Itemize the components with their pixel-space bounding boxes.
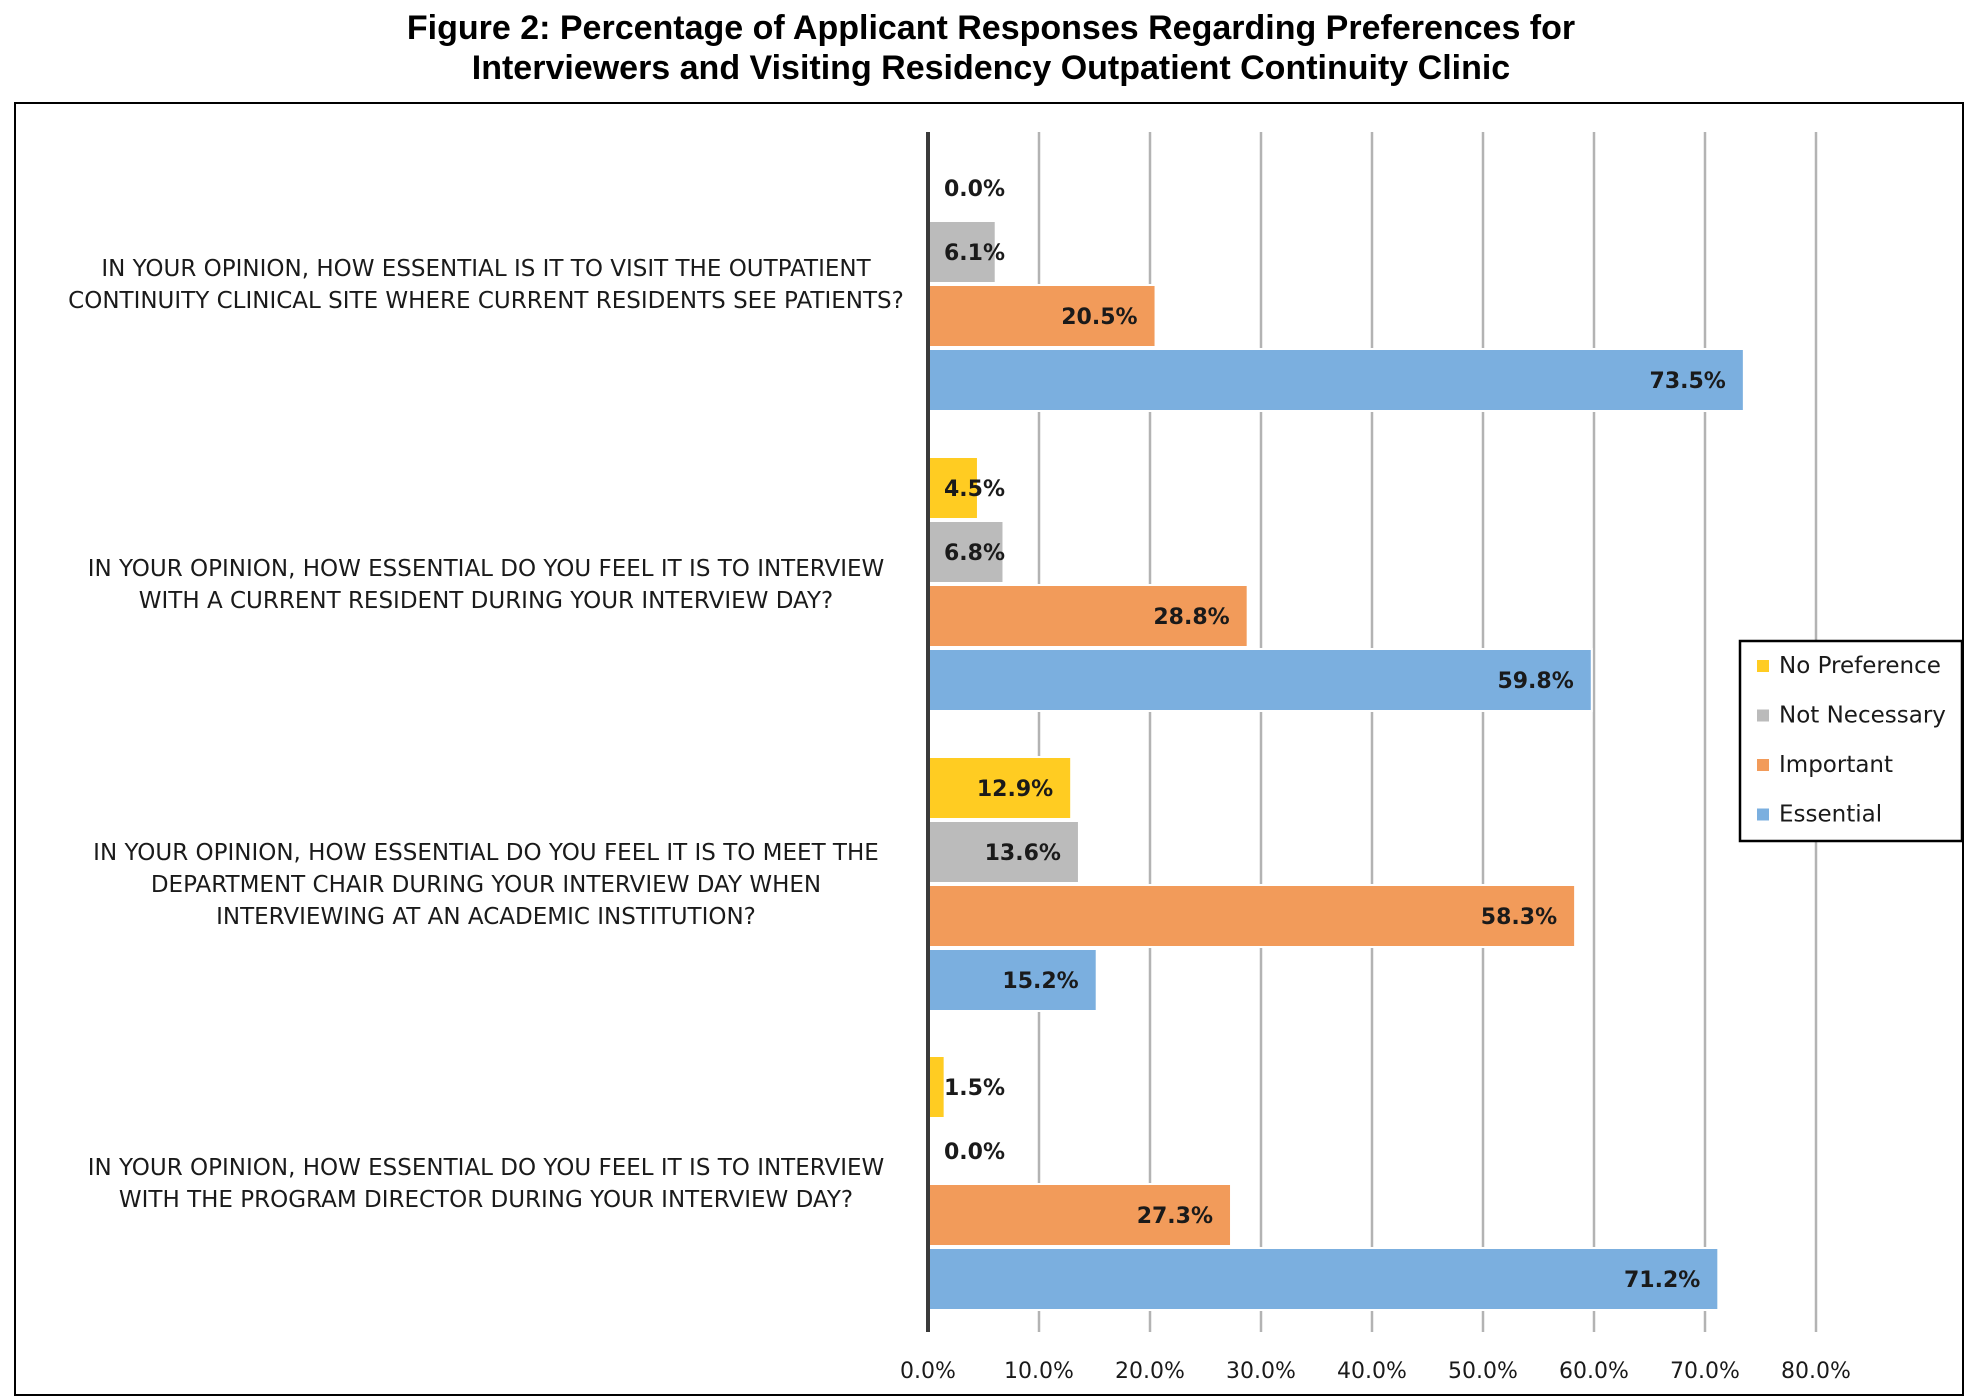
- bar-no-preference: [927, 1055, 946, 1119]
- data-label: 6.1%: [944, 241, 1005, 266]
- x-tick-label: 70.0%: [1670, 1359, 1740, 1384]
- category-label: IN YOUR OPINION, HOW ESSENTIAL DO YOU FE…: [88, 556, 885, 582]
- x-tick-label: 20.0%: [1115, 1359, 1185, 1384]
- category-label: IN YOUR OPINION, HOW ESSENTIAL DO YOU FE…: [93, 840, 879, 866]
- data-label: 27.3%: [1137, 1204, 1213, 1229]
- x-tick-label: 80.0%: [1781, 1359, 1851, 1384]
- bar-important: [927, 584, 1249, 648]
- data-label: 0.0%: [944, 177, 1005, 202]
- data-label: 6.8%: [944, 541, 1005, 566]
- bar-essential: [927, 1247, 1720, 1311]
- data-label: 28.8%: [1153, 605, 1229, 630]
- figure-title-line-1: Figure 2: Percentage of Applicant Respon…: [406, 9, 1576, 47]
- bar-important: [927, 284, 1157, 348]
- category-label: CONTINUITY CLINICAL SITE WHERE CURRENT R…: [68, 288, 904, 314]
- category-label: INTERVIEWING AT AN ACADEMIC INSTITUTION?: [216, 904, 756, 930]
- data-label: 73.5%: [1650, 369, 1726, 394]
- legend-item-label: Essential: [1779, 802, 1882, 828]
- category-label: WITH A CURRENT RESIDENT DURING YOUR INTE…: [139, 588, 833, 614]
- category-label: WITH THE PROGRAM DIRECTOR DURING YOUR IN…: [119, 1187, 853, 1213]
- axis: 0.0% 10.0% 20.0% 30.0% 40.0% 50.0% 60.0% 70.0% 8…: [900, 132, 1851, 1384]
- bar-essential: [927, 348, 1745, 412]
- bar-not-necessary: [927, 520, 1005, 584]
- legend-item-label: Not Necessary: [1779, 703, 1946, 729]
- category-label: IN YOUR OPINION, HOW ESSENTIAL IS IT TO …: [101, 256, 871, 282]
- grid-lines: [1037, 132, 1818, 1332]
- data-label: 58.3%: [1481, 905, 1557, 930]
- legend-swatch: [1757, 808, 1769, 821]
- data-label: 1.5%: [944, 1076, 1005, 1101]
- labels: 0.0% 4.5% 12.9% 1.5% 6.1% 6.8% 13.6% 0.0% 20.5% 2…: [68, 177, 1726, 1293]
- bar-important: [927, 884, 1577, 948]
- x-tick-label: 60.0%: [1559, 1359, 1629, 1384]
- legend-swatch: [1757, 759, 1769, 771]
- bars: [927, 220, 1745, 1311]
- x-tick-label: 30.0%: [1226, 1359, 1296, 1384]
- data-label: 12.9%: [977, 777, 1053, 802]
- data-label: 59.8%: [1497, 669, 1573, 694]
- data-label: 13.6%: [985, 841, 1061, 866]
- legend-swatch: [1757, 660, 1769, 672]
- figure-title-line-2: Interviewers and Visiting Residency Outp…: [471, 49, 1511, 87]
- figure-title: Figure 2: Percentage of Applicant Respon…: [0, 8, 1982, 88]
- data-label: 71.2%: [1624, 1268, 1700, 1293]
- x-tick-label: 50.0%: [1448, 1359, 1518, 1384]
- bar-essential: [927, 648, 1593, 712]
- legend-swatch: [1757, 709, 1769, 722]
- bar-important: [927, 1183, 1233, 1247]
- legend-item-label: No Preference: [1779, 653, 1941, 679]
- x-tick-label: 40.0%: [1337, 1359, 1407, 1384]
- legend: No Preference Not Necessary Important Essen…: [1738, 639, 1964, 843]
- legend-item-label: Important: [1779, 752, 1893, 778]
- data-label: 15.2%: [1002, 969, 1078, 994]
- category-label: IN YOUR OPINION, HOW ESSENTIAL DO YOU FE…: [88, 1155, 885, 1181]
- legend-box: [1738, 639, 1964, 843]
- data-label: 20.5%: [1061, 305, 1137, 330]
- bar-no-preference: [927, 756, 1073, 820]
- category-label: DEPARTMENT CHAIR DURING YOUR INTERVIEW D…: [151, 872, 821, 898]
- data-label: 4.5%: [944, 477, 1005, 502]
- x-tick-label: 10.0%: [1004, 1359, 1074, 1384]
- x-tick-label: 0.0%: [900, 1359, 956, 1384]
- data-label: 0.0%: [944, 1140, 1005, 1165]
